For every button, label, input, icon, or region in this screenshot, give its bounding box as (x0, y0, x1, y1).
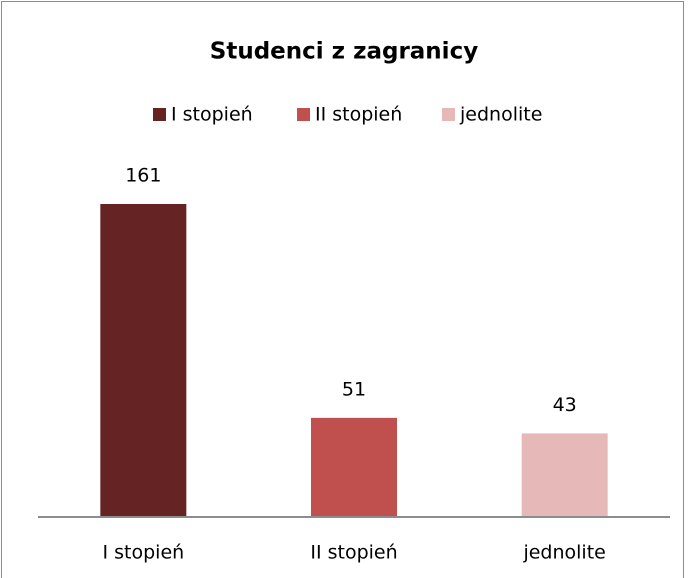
x-tick-label: I stopień (102, 542, 184, 564)
x-tick-label: jednolite (522, 542, 605, 564)
legend-label: I stopień (171, 104, 253, 126)
legend-swatch (442, 108, 455, 121)
legend-label: II stopień (315, 104, 402, 126)
chart-title: Studenci z zagranicy (210, 39, 478, 65)
bar (521, 433, 608, 517)
legend-label: jednolite (459, 104, 542, 126)
value-label: 161 (125, 165, 161, 187)
legend-swatch (297, 108, 310, 121)
value-label: 51 (342, 378, 366, 400)
bar (311, 417, 397, 517)
bar (100, 204, 187, 517)
value-label: 43 (553, 394, 577, 416)
legend-swatch (153, 108, 166, 121)
x-tick-label: II stopień (310, 542, 397, 564)
